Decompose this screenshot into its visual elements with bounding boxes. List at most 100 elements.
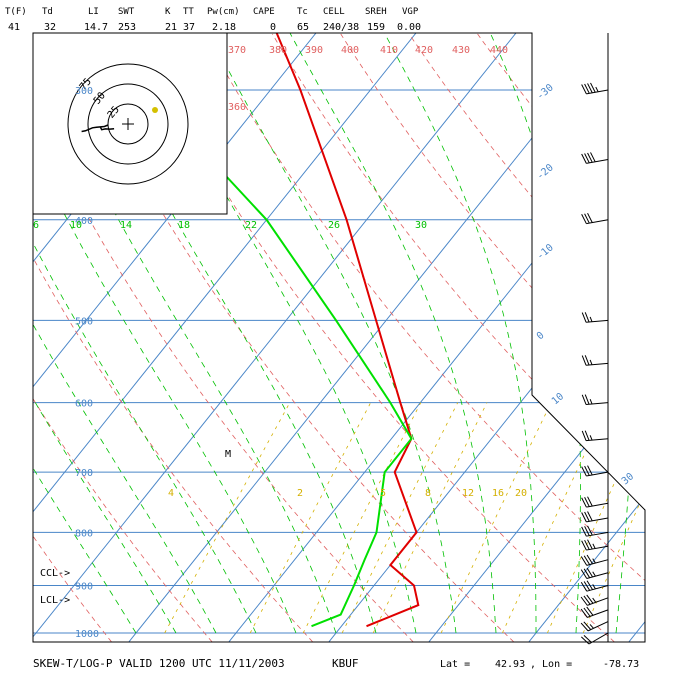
isotherm-label: -10 [535, 242, 556, 262]
ccl-marker: CCL-> [40, 568, 70, 579]
header-value: 32 [44, 22, 56, 33]
isotherm-label: -20 [535, 162, 556, 182]
mixing-ratio-line [582, 402, 645, 634]
footer-lat-value: 42.93 [495, 659, 525, 670]
mixing-ratio-label: 8 [425, 488, 431, 499]
header-value: 2.18 [212, 22, 236, 33]
mixing-ratio-line [341, 402, 459, 634]
barb-staff [586, 572, 609, 579]
wind-barbs [580, 33, 609, 645]
barb-staff [586, 502, 609, 508]
header-label: TT [183, 7, 194, 17]
barb-full [587, 511, 593, 522]
barb-full [583, 607, 591, 617]
isotherm-line [528, 33, 645, 642]
barb-full [581, 312, 587, 323]
footer: SKEW-T/LOG-P VALID 1200 UTC 11/11/2003 K… [33, 657, 639, 670]
header-label: CAPE [253, 7, 275, 17]
header-label: SWT [118, 7, 135, 17]
theta-label: 380 [269, 45, 287, 56]
dry-adiabat-line [477, 33, 645, 642]
theta-label: 410 [380, 45, 398, 56]
barb-full [583, 595, 591, 605]
barb-full [580, 582, 588, 592]
barb-full [586, 580, 593, 590]
barb-half [595, 86, 599, 92]
isotherm-line [628, 33, 645, 642]
pressure-label: 600 [75, 399, 93, 410]
barb-staff [586, 531, 609, 537]
footer-lon-value: -78.73 [603, 659, 639, 670]
header-label: CELL [323, 7, 345, 17]
barb-staff [586, 219, 609, 225]
barb-half [592, 543, 596, 549]
barb-full [581, 153, 587, 164]
barb-staff [586, 362, 609, 366]
theta-label: 400 [341, 45, 359, 56]
barb-full [580, 622, 589, 632]
wind-barb [581, 82, 609, 95]
moist-adiabat-line [236, 33, 497, 634]
moist-adiabat-line [33, 33, 257, 634]
wind-barb [580, 594, 609, 606]
header-row: T(F) Td LI SWT K TT Pw(cm) CAPE Tc CELL SREH VGP 41 3… [5, 7, 421, 33]
wind-barb [581, 212, 609, 225]
barb-full [581, 466, 587, 477]
barb-staff [586, 402, 609, 406]
header-value: 41 [8, 22, 20, 33]
barb-full [581, 355, 587, 366]
moist-adiabat-line [33, 33, 337, 634]
barb-full [584, 526, 590, 536]
barb-full [583, 555, 591, 565]
wind-barb [580, 580, 609, 592]
isotherm-label: 30 [620, 471, 636, 487]
hodograph-trace [81, 124, 115, 133]
barb-full [580, 608, 588, 618]
header-label: SREH [365, 7, 387, 17]
footer-lon-label: , Lon = [530, 659, 572, 670]
barb-staff [586, 438, 609, 442]
theta-label: 360 [228, 102, 246, 113]
axis-labels: 1000 900 800 700 600 500 400 300 -30 -20 -10 0 10 30 3… [33, 45, 636, 640]
barb-full [587, 465, 593, 476]
barb-full [581, 394, 587, 405]
theta-e-label: 26 [328, 220, 340, 231]
barb-staff [587, 609, 609, 618]
header-label: Tc [297, 7, 308, 17]
barb-full [584, 465, 590, 476]
pressure-label: 1000 [75, 629, 99, 640]
theta-e-label: 6 [33, 220, 39, 231]
header-label: T(F) [5, 7, 27, 17]
wind-barb [580, 567, 609, 579]
barb-full [581, 214, 587, 224]
mixing-ratio-label: 16 [492, 488, 504, 499]
wind-barb [581, 539, 609, 551]
barb-full [586, 567, 593, 578]
moist-adiabat-line [33, 33, 177, 634]
barb-full [590, 82, 596, 93]
hodograph-ring [107, 103, 149, 145]
barb-full [581, 512, 587, 523]
barb-full [587, 152, 593, 163]
header-value: 0 [270, 22, 276, 33]
wind-barb [581, 496, 609, 508]
theta-label: 390 [305, 45, 323, 56]
theta-label: 440 [490, 45, 508, 56]
barb-half [589, 316, 593, 322]
barb-full [580, 569, 588, 579]
barb-full [584, 511, 590, 522]
wind-barb [580, 554, 609, 566]
dry-adiabat-line [614, 33, 645, 642]
barb-full [584, 539, 590, 550]
barb-half [592, 597, 597, 603]
header-value: 240/38 [323, 22, 359, 33]
header-value: 0.00 [397, 22, 421, 33]
wind-barb [581, 152, 609, 164]
dry-adiabat-line [0, 34, 11, 642]
theta-label: 430 [452, 45, 470, 56]
barb-full [590, 152, 596, 163]
mixing-ratio-line [547, 402, 645, 634]
isotherm-line [428, 33, 645, 642]
